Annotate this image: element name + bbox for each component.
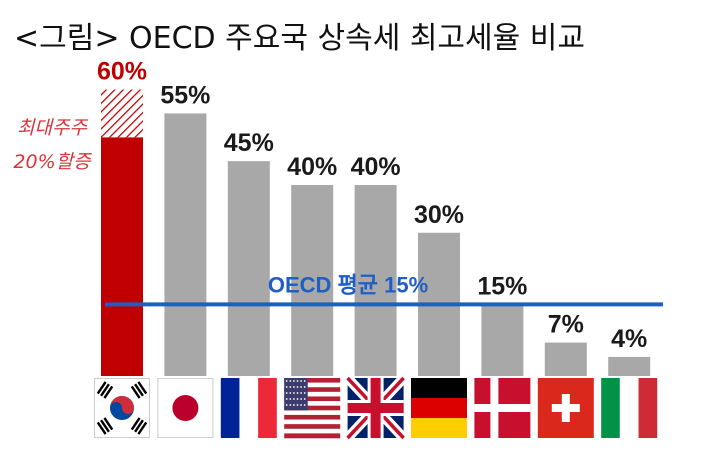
bar-4 <box>354 185 397 376</box>
value-label-6: 15% <box>477 272 527 300</box>
surcharge-hatch <box>101 89 143 138</box>
usa-flag <box>284 378 341 439</box>
denmark-flag <box>474 378 531 438</box>
korea-flag <box>94 378 150 438</box>
japan-flag <box>157 378 214 438</box>
bar-8 <box>608 356 651 376</box>
bar-1 <box>164 113 207 376</box>
chart-title: <그림> OECD 주요국 상속세 최고세율 비교 <box>14 21 585 56</box>
surcharge-annotation-line-0: 최대주주 <box>17 117 88 139</box>
value-label-1: 55% <box>160 81 210 109</box>
france-flag <box>220 378 277 438</box>
surcharge-annotation-line-1: 20%할증 <box>13 151 92 173</box>
germany-flag <box>411 378 467 438</box>
bars-layer <box>101 89 651 376</box>
bar-7 <box>544 342 587 376</box>
italy-flag <box>601 378 658 438</box>
value-label-5: 30% <box>414 201 464 229</box>
value-label-2: 45% <box>224 129 274 157</box>
bar-2 <box>227 161 270 376</box>
value-label-8: 4% <box>611 325 647 353</box>
flags-layer <box>94 374 658 442</box>
value-label-0: 60% <box>97 58 147 86</box>
value-label-7: 7% <box>548 311 584 339</box>
uk-flag <box>343 374 408 442</box>
bar-3 <box>291 185 334 376</box>
bar-6 <box>481 304 524 376</box>
switzerland-flag <box>537 378 594 438</box>
labels-layer: 60% 55% 45% 40% 40% 30% 15% 7% 4% <box>97 58 647 353</box>
bar-0 <box>101 137 143 376</box>
value-label-3: 40% <box>287 153 337 181</box>
oecd-average-label: OECD 평균 15% <box>268 272 428 297</box>
value-label-4: 40% <box>351 153 401 181</box>
overlay-layer: OECD 평균 15% 최대주주 20%할증 <box>13 117 663 307</box>
